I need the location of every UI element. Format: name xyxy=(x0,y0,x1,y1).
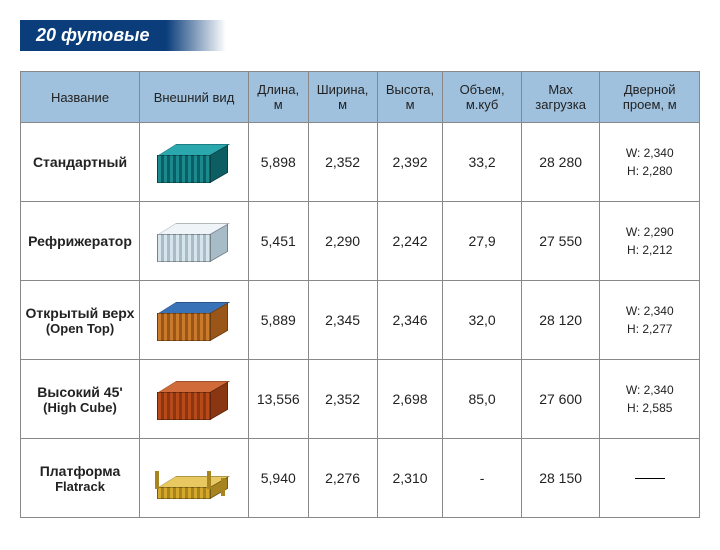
table-row: Рефрижератор 5,4512,2902,24227,927 550W: … xyxy=(21,202,700,281)
cell-maxload: 27 600 xyxy=(521,360,600,439)
cell-maxload: 27 550 xyxy=(521,202,600,281)
cell-door: W: 2,340H: 2,277 xyxy=(600,281,700,360)
cell-width: 2,276 xyxy=(308,439,377,518)
cell-appearance xyxy=(140,202,249,281)
cell-name: Высокий 45'(High Cube) xyxy=(21,360,140,439)
container-icon xyxy=(149,299,239,341)
name-ru: Стандартный xyxy=(33,154,127,170)
cell-door: W: 2,290H: 2,212 xyxy=(600,202,700,281)
cell-height: 2,698 xyxy=(377,360,443,439)
name-ru: Открытый верх xyxy=(26,305,135,321)
cell-appearance xyxy=(140,360,249,439)
door-width: W: 2,340 xyxy=(604,144,695,162)
door-width: W: 2,290 xyxy=(604,223,695,241)
cell-door: W: 2,340H: 2,280 xyxy=(600,123,700,202)
cell-width: 2,345 xyxy=(308,281,377,360)
col-maxload: Max загрузка xyxy=(521,72,600,123)
door-height: H: 2,585 xyxy=(604,399,695,417)
name-ru: Высокий 45' xyxy=(37,384,122,400)
cell-length: 13,556 xyxy=(249,360,309,439)
door-width: W: 2,340 xyxy=(604,302,695,320)
cell-height: 2,310 xyxy=(377,439,443,518)
col-width: Ширина, м xyxy=(308,72,377,123)
cell-volume: 27,9 xyxy=(443,202,521,281)
col-look: Внешний вид xyxy=(140,72,249,123)
name-ru: Рефрижератор xyxy=(28,233,132,249)
cell-length: 5,898 xyxy=(249,123,309,202)
cell-volume: 85,0 xyxy=(443,360,521,439)
table-row: Высокий 45'(High Cube) 13,5562,3522,69885… xyxy=(21,360,700,439)
col-volume: Объем, м.куб xyxy=(443,72,521,123)
name-ru: Платформа xyxy=(40,463,121,479)
container-icon xyxy=(149,378,239,420)
cell-length: 5,451 xyxy=(249,202,309,281)
cell-appearance xyxy=(140,123,249,202)
cell-appearance xyxy=(140,439,249,518)
table-row: Стандартный 5,8982,3522,39233,228 280W: 2… xyxy=(21,123,700,202)
container-icon xyxy=(149,141,239,183)
cell-appearance xyxy=(140,281,249,360)
cell-maxload: 28 280 xyxy=(521,123,600,202)
name-en: (Open Top) xyxy=(25,321,135,336)
table-row: Открытый верх(Open Top) 5,8892,3452,34632… xyxy=(21,281,700,360)
container-spec-table: Название Внешний вид Длина, м Ширина, м … xyxy=(20,71,700,518)
cell-volume: 32,0 xyxy=(443,281,521,360)
cell-height: 2,392 xyxy=(377,123,443,202)
door-width: W: 2,340 xyxy=(604,381,695,399)
cell-height: 2,346 xyxy=(377,281,443,360)
col-name: Название xyxy=(21,72,140,123)
cell-volume: - xyxy=(443,439,521,518)
cell-width: 2,290 xyxy=(308,202,377,281)
container-icon xyxy=(149,457,239,499)
cell-name: Открытый верх(Open Top) xyxy=(21,281,140,360)
cell-length: 5,889 xyxy=(249,281,309,360)
cell-name: Рефрижератор xyxy=(21,202,140,281)
name-en: Flatrack xyxy=(25,479,135,494)
cell-width: 2,352 xyxy=(308,123,377,202)
cell-door: W: 2,340H: 2,585 xyxy=(600,360,700,439)
container-icon xyxy=(149,220,239,262)
door-height: H: 2,280 xyxy=(604,162,695,180)
door-height: H: 2,212 xyxy=(604,241,695,259)
cell-name: ПлатформаFlatrack xyxy=(21,439,140,518)
no-value-dash xyxy=(635,478,665,479)
name-en: (High Cube) xyxy=(25,400,135,415)
cell-door xyxy=(600,439,700,518)
col-length: Длина, м xyxy=(249,72,309,123)
cell-maxload: 28 150 xyxy=(521,439,600,518)
cell-height: 2,242 xyxy=(377,202,443,281)
cell-width: 2,352 xyxy=(308,360,377,439)
section-title: 20 футовые xyxy=(20,20,166,51)
cell-maxload: 28 120 xyxy=(521,281,600,360)
col-height: Высота, м xyxy=(377,72,443,123)
cell-length: 5,940 xyxy=(249,439,309,518)
cell-volume: 33,2 xyxy=(443,123,521,202)
door-height: H: 2,277 xyxy=(604,320,695,338)
cell-name: Стандартный xyxy=(21,123,140,202)
header-row: Название Внешний вид Длина, м Ширина, м … xyxy=(21,72,700,123)
col-door: Дверной проем, м xyxy=(600,72,700,123)
table-row: ПлатформаFlatrack 5,9402,2762,310-28 150 xyxy=(21,439,700,518)
